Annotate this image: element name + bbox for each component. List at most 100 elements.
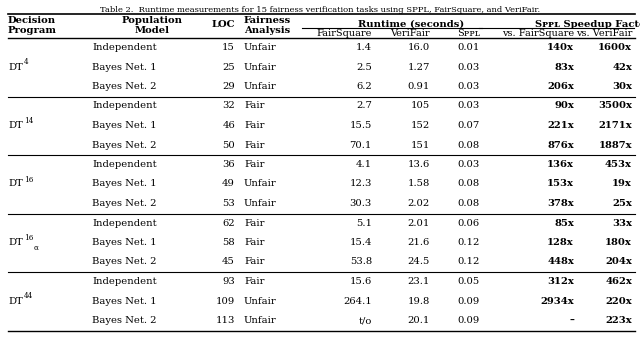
Text: 2.7: 2.7 <box>356 102 372 111</box>
Text: 105: 105 <box>411 102 430 111</box>
Text: Bayes Net. 1: Bayes Net. 1 <box>92 121 157 130</box>
Text: t/o: t/o <box>358 316 372 325</box>
Text: Sᴘᴘʟ: Sᴘᴘʟ <box>457 29 480 38</box>
Text: 378x: 378x <box>547 199 574 208</box>
Text: 180x: 180x <box>605 238 632 247</box>
Text: Independent: Independent <box>92 102 157 111</box>
Text: 85x: 85x <box>554 219 574 228</box>
Text: 3500x: 3500x <box>598 102 632 111</box>
Text: 4: 4 <box>24 58 29 67</box>
Text: 0.12: 0.12 <box>458 238 480 247</box>
Text: 264.1: 264.1 <box>343 297 372 306</box>
Text: 1.58: 1.58 <box>408 180 430 189</box>
Text: 204x: 204x <box>605 257 632 266</box>
Text: DT: DT <box>8 238 23 247</box>
Text: 24.5: 24.5 <box>408 257 430 266</box>
Text: Bayes Net. 2: Bayes Net. 2 <box>92 140 157 149</box>
Text: DT: DT <box>8 180 23 189</box>
Text: 113: 113 <box>216 316 235 325</box>
Text: 0.03: 0.03 <box>458 102 480 111</box>
Text: Unfair: Unfair <box>244 316 276 325</box>
Text: vs. VeriFair: vs. VeriFair <box>575 29 632 38</box>
Text: Fair: Fair <box>244 121 264 130</box>
Text: Population
Model: Population Model <box>122 16 182 35</box>
Text: Fair: Fair <box>244 140 264 149</box>
Text: 0.08: 0.08 <box>458 140 480 149</box>
Text: Fair: Fair <box>244 160 264 169</box>
Text: 0.06: 0.06 <box>458 219 480 228</box>
Text: Bayes Net. 1: Bayes Net. 1 <box>92 297 157 306</box>
Text: Fair: Fair <box>244 257 264 266</box>
Text: 93: 93 <box>222 277 235 286</box>
Text: 1.4: 1.4 <box>356 43 372 52</box>
Text: 16: 16 <box>24 175 33 184</box>
Text: 15: 15 <box>222 43 235 52</box>
Text: 70.1: 70.1 <box>349 140 372 149</box>
Text: Bayes Net. 2: Bayes Net. 2 <box>92 257 157 266</box>
Text: Fairness
Analysis: Fairness Analysis <box>244 16 291 35</box>
Text: Unfair: Unfair <box>244 297 276 306</box>
Text: 0.03: 0.03 <box>458 160 480 169</box>
Text: 0.09: 0.09 <box>458 316 480 325</box>
Text: 0.03: 0.03 <box>458 63 480 72</box>
Text: 223x: 223x <box>605 316 632 325</box>
Text: 29: 29 <box>222 82 235 91</box>
Text: 140x: 140x <box>547 43 574 52</box>
Text: 220x: 220x <box>605 297 632 306</box>
Text: vs. FairSquare: vs. FairSquare <box>502 29 574 38</box>
Text: 16.0: 16.0 <box>408 43 430 52</box>
Text: α: α <box>34 244 39 252</box>
Text: 13.6: 13.6 <box>408 160 430 169</box>
Text: 6.2: 6.2 <box>356 82 372 91</box>
Text: 90x: 90x <box>554 102 574 111</box>
Text: 12.3: 12.3 <box>349 180 372 189</box>
Text: VeriFair: VeriFair <box>390 29 430 38</box>
Text: 32: 32 <box>222 102 235 111</box>
Text: 23.1: 23.1 <box>408 277 430 286</box>
Text: 58: 58 <box>222 238 235 247</box>
Text: DT: DT <box>8 121 23 130</box>
Text: Unfair: Unfair <box>244 43 276 52</box>
Text: 33x: 33x <box>612 219 632 228</box>
Text: 0.01: 0.01 <box>458 43 480 52</box>
Text: LOC: LOC <box>211 20 235 29</box>
Text: 25: 25 <box>222 63 235 72</box>
Text: 109: 109 <box>216 297 235 306</box>
Text: Fair: Fair <box>244 102 264 111</box>
Text: 30x: 30x <box>612 82 632 91</box>
Text: 0.03: 0.03 <box>458 82 480 91</box>
Text: Independent: Independent <box>92 219 157 228</box>
Text: 2934x: 2934x <box>540 297 574 306</box>
Text: 5.1: 5.1 <box>356 219 372 228</box>
Text: 62: 62 <box>222 219 235 228</box>
Text: 1600x: 1600x <box>598 43 632 52</box>
Text: 2.5: 2.5 <box>356 63 372 72</box>
Text: 453x: 453x <box>605 160 632 169</box>
Text: 49: 49 <box>222 180 235 189</box>
Text: Fair: Fair <box>244 219 264 228</box>
Text: 152: 152 <box>411 121 430 130</box>
Text: Bayes Net. 2: Bayes Net. 2 <box>92 199 157 208</box>
Text: 46: 46 <box>222 121 235 130</box>
Text: Bayes Net. 2: Bayes Net. 2 <box>92 316 157 325</box>
Text: 36: 36 <box>222 160 235 169</box>
Text: 0.08: 0.08 <box>458 180 480 189</box>
Text: –: – <box>569 316 574 325</box>
Text: Independent: Independent <box>92 277 157 286</box>
Text: 21.6: 21.6 <box>408 238 430 247</box>
Text: Independent: Independent <box>92 160 157 169</box>
Text: Independent: Independent <box>92 43 157 52</box>
Text: 20.1: 20.1 <box>408 316 430 325</box>
Text: 128x: 128x <box>547 238 574 247</box>
Text: 44: 44 <box>24 292 33 301</box>
Text: 15.6: 15.6 <box>349 277 372 286</box>
Text: Runtime (seconds): Runtime (seconds) <box>358 20 464 29</box>
Text: DT: DT <box>8 63 23 72</box>
Text: 45: 45 <box>222 257 235 266</box>
Text: Fair: Fair <box>244 238 264 247</box>
Text: 15.4: 15.4 <box>349 238 372 247</box>
Text: 1887x: 1887x <box>598 140 632 149</box>
Text: 16: 16 <box>24 234 33 242</box>
Text: 136x: 136x <box>547 160 574 169</box>
Text: 19x: 19x <box>612 180 632 189</box>
